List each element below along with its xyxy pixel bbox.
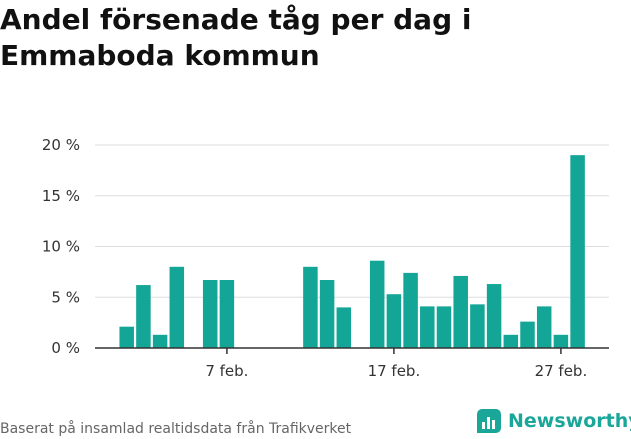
bar — [536, 306, 552, 348]
y-tick-label: 5 % — [51, 288, 80, 306]
y-tick-label: 0 % — [51, 339, 80, 357]
x-tick-label: 27 feb. — [535, 362, 588, 380]
x-tick-label: 7 feb. — [205, 362, 248, 380]
newsworthy-icon — [477, 409, 501, 433]
bars — [119, 155, 585, 348]
bar — [386, 294, 402, 348]
bar — [136, 285, 151, 348]
bar — [119, 326, 134, 348]
bar — [303, 266, 318, 348]
bar — [470, 304, 485, 348]
bar — [553, 334, 569, 348]
bar — [369, 260, 385, 348]
bar — [503, 334, 519, 348]
bar — [520, 321, 535, 348]
bar — [219, 279, 235, 348]
y-axis-ticks: 0 % 5 % 10 % 15 % 20 % — [42, 136, 80, 357]
y-tick-label: 20 % — [42, 136, 80, 154]
bar — [336, 307, 352, 348]
y-tick-label: 15 % — [42, 187, 80, 205]
bar — [486, 284, 502, 348]
brand-name: Newsworthy — [508, 410, 631, 432]
bar — [420, 306, 435, 348]
bar — [403, 272, 418, 348]
x-axis-ticks: 7 feb. 17 feb. 27 feb. — [205, 348, 587, 380]
source-note: Baserat på insamlad realtidsdata från Tr… — [0, 421, 352, 437]
bar — [169, 266, 185, 348]
bar-chart: 0 % 5 % 10 % 15 % 20 % 7 feb. 17 feb. 27 feb. — [42, 136, 609, 380]
y-tick-label: 10 % — [42, 238, 80, 256]
newsworthy-logo: Newsworthy — [476, 408, 631, 434]
bar — [453, 275, 468, 348]
bar — [152, 334, 168, 348]
bar — [436, 306, 452, 348]
chart-title: Andel försenade tåg per dag i Emmaboda k… — [0, 3, 472, 72]
bar — [202, 279, 218, 348]
bar — [319, 279, 335, 348]
x-tick-label: 17 feb. — [368, 362, 421, 380]
bar — [570, 155, 585, 348]
